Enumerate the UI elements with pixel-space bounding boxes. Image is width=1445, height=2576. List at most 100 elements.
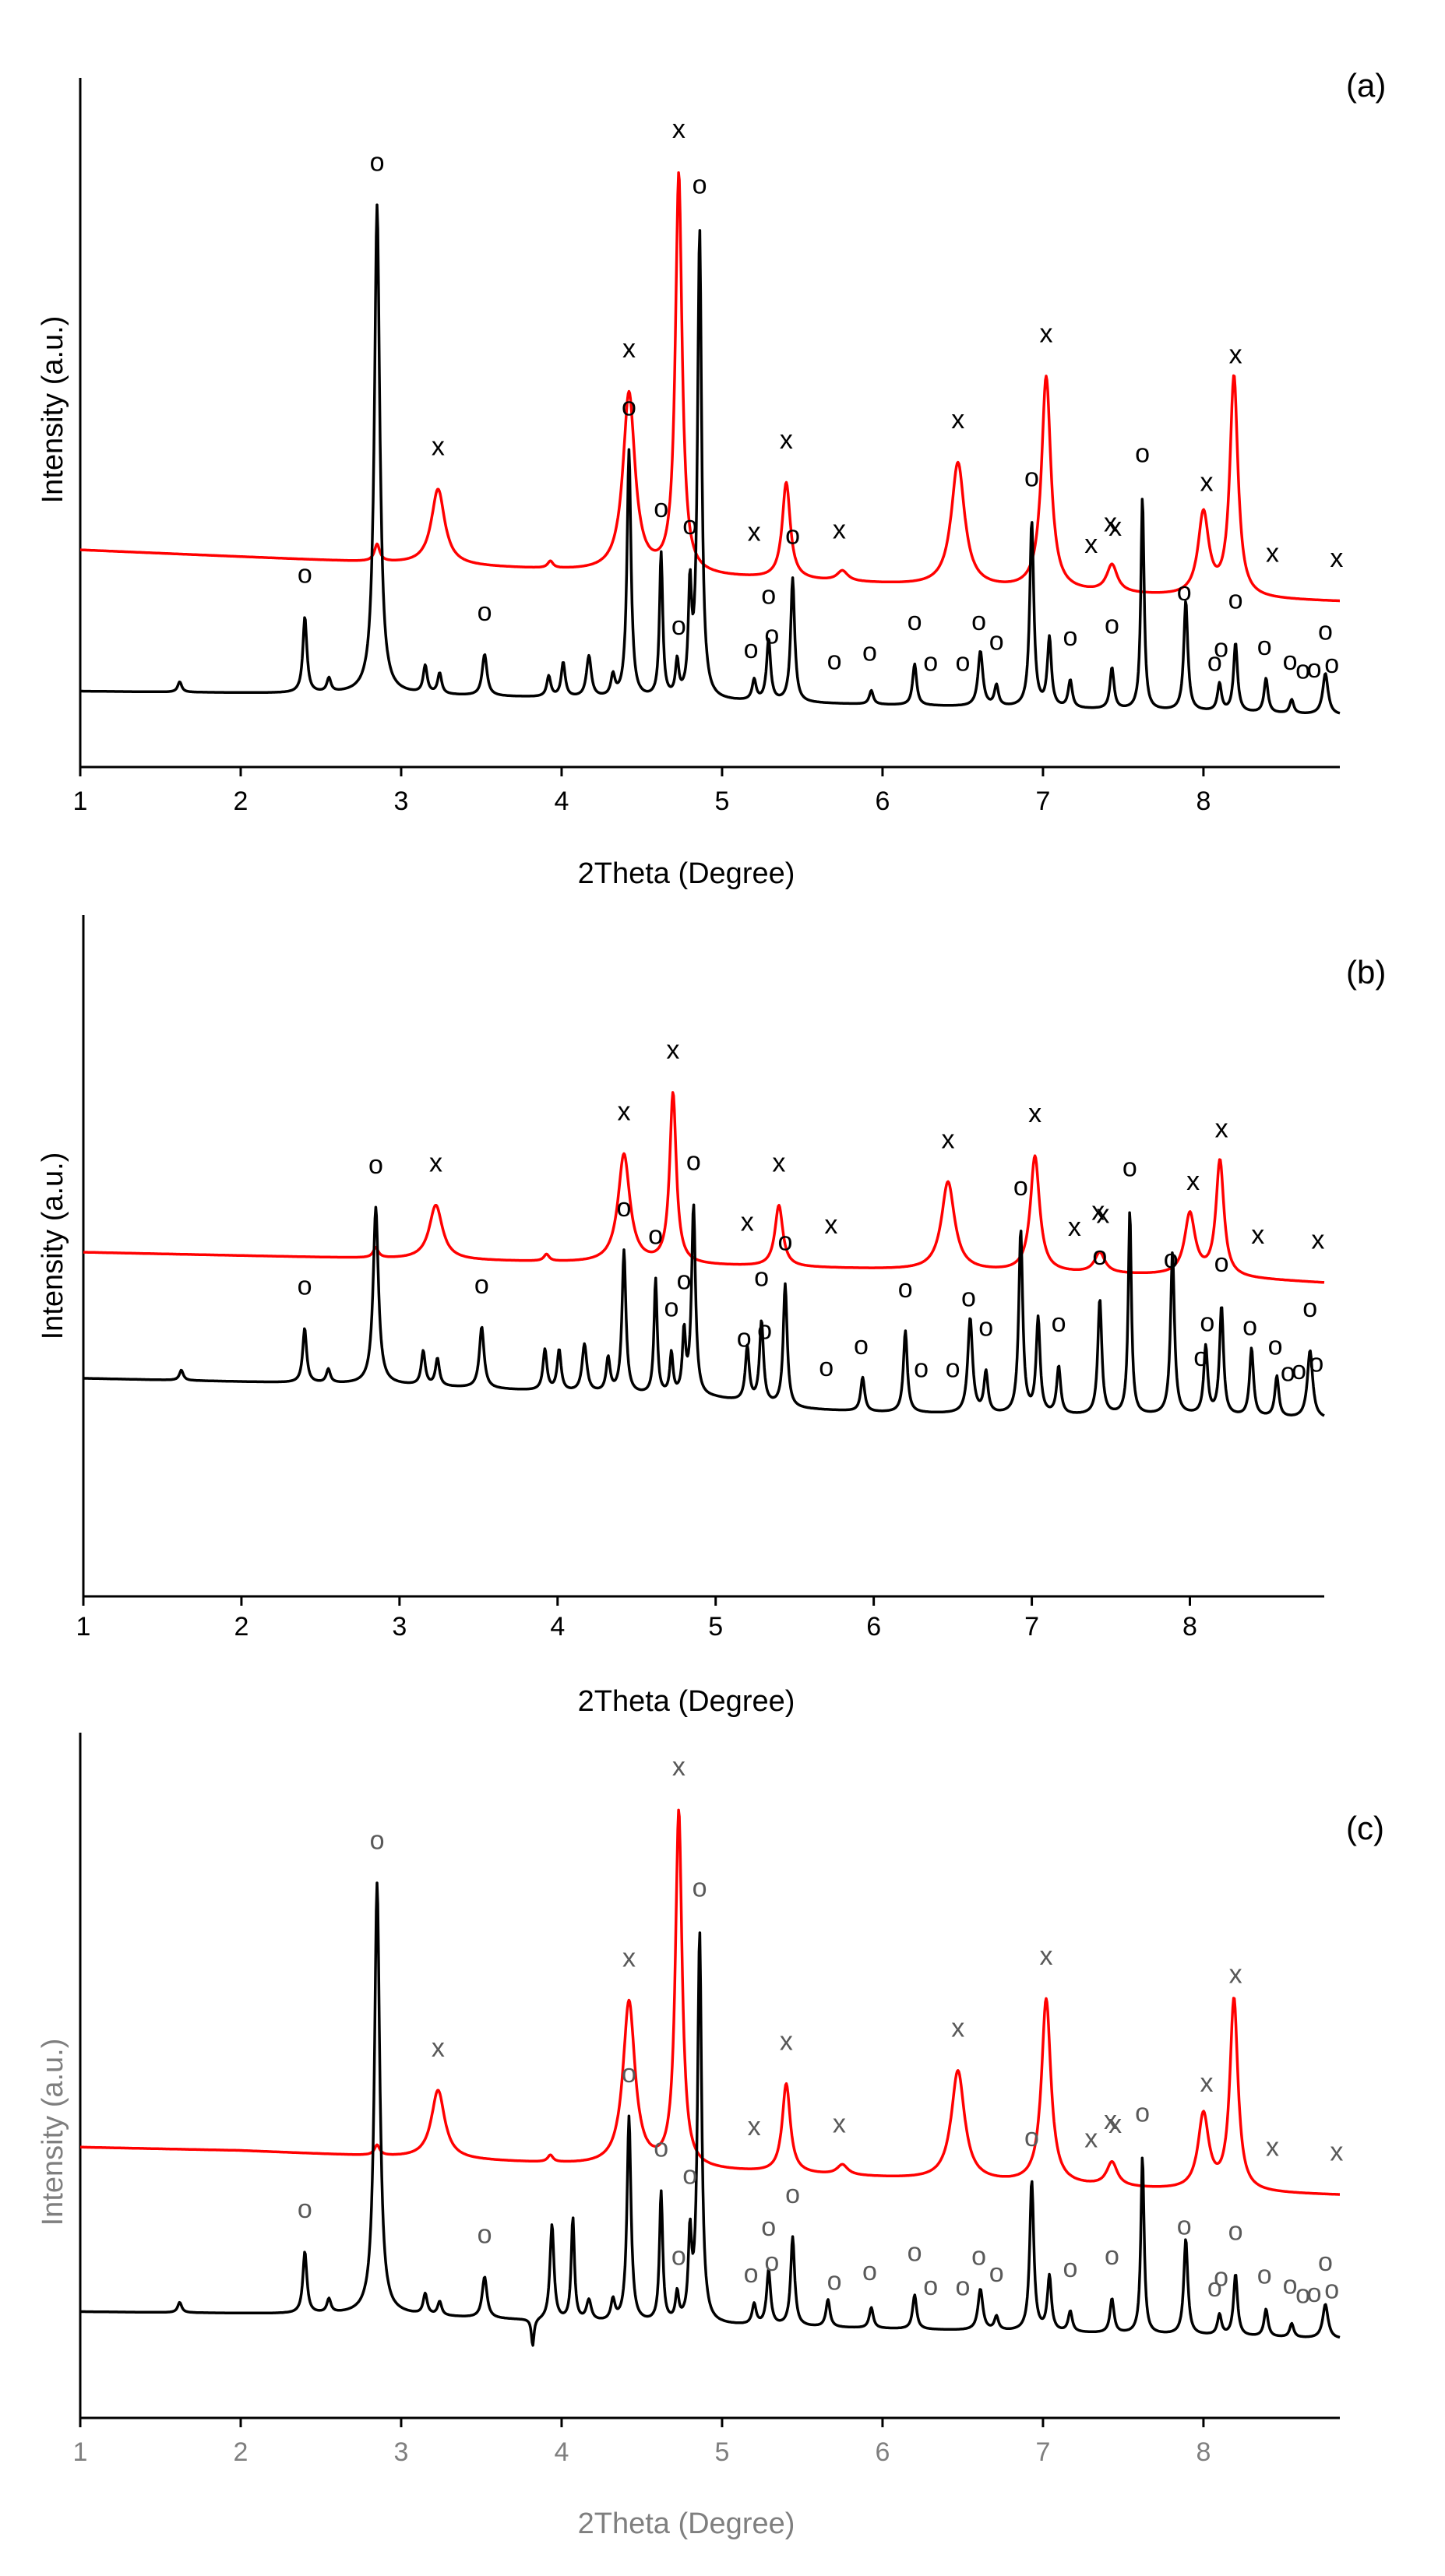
panel-label: (c)	[1346, 1810, 1384, 1846]
x-marker: x	[1084, 2124, 1098, 2154]
x-tick-label: 6	[875, 2437, 890, 2467]
o-marker: o	[1135, 439, 1150, 469]
x-marker: x	[741, 1207, 754, 1237]
o-marker: o	[298, 1271, 312, 1300]
x-marker: x	[824, 1210, 837, 1240]
x-tick-label: 7	[1035, 787, 1050, 816]
o-marker: o	[1283, 646, 1298, 676]
x-marker: x	[1229, 1959, 1242, 1989]
o-marker: o	[971, 2242, 986, 2272]
x-marker: x	[1200, 2068, 1214, 2098]
o-marker: o	[1214, 1248, 1229, 1278]
panel-label: (a)	[1346, 67, 1386, 104]
x-marker: x	[1200, 468, 1214, 498]
x-marker: x	[1096, 1199, 1109, 1229]
x-marker: x	[772, 1149, 785, 1178]
o-marker: o	[1164, 1244, 1179, 1274]
o-marker: o	[1207, 647, 1222, 677]
o-marker: o	[862, 2257, 877, 2286]
o-marker: o	[370, 148, 385, 178]
series-line-red	[83, 1091, 1325, 1284]
x-marker: x	[1068, 1212, 1081, 1242]
x-marker: x	[1330, 2138, 1343, 2167]
x-marker: x	[1266, 2133, 1279, 2163]
o-marker: o	[1324, 649, 1339, 679]
o-marker: o	[1295, 2279, 1310, 2309]
x-tick-label: 1	[73, 787, 88, 816]
x-marker: x	[780, 425, 793, 455]
o-marker: o	[1063, 622, 1077, 652]
o-marker: o	[1214, 2262, 1228, 2292]
x-tick-label: 6	[866, 1612, 881, 1642]
o-marker: o	[1268, 1332, 1283, 1361]
x-marker: x	[951, 405, 964, 435]
x-marker: x	[1311, 1225, 1324, 1255]
x-marker: x	[1040, 319, 1053, 349]
o-marker: o	[1228, 586, 1243, 615]
o-marker: o	[671, 2241, 686, 2271]
x-marker: x	[942, 1124, 955, 1154]
o-marker: o	[764, 2247, 779, 2277]
x-tick-label: 4	[555, 2437, 569, 2467]
x-marker: x	[1104, 509, 1117, 538]
o-marker: o	[744, 635, 759, 664]
panel-label: (b)	[1346, 954, 1386, 991]
o-marker: o	[1024, 2123, 1039, 2152]
series-line-black	[79, 1881, 1341, 2347]
panel-a: (a) Intensity (a.u.) 2Theta (Degree) 1 2 3…	[37, 67, 1386, 890]
o-marker: o	[1135, 2099, 1150, 2128]
x-tick-label: 5	[708, 1612, 723, 1642]
panel-c: (c) Intensity (a.u.) 2Theta (Degree) 1 2 3…	[37, 1733, 1384, 2540]
x-axis-label: 2Theta (Degree)	[578, 857, 795, 890]
o-marker: o	[622, 392, 636, 422]
x-tick-label: 5	[714, 2437, 729, 2467]
o-marker: o	[923, 2272, 938, 2301]
o-marker: o	[854, 1331, 869, 1360]
o-marker: o	[908, 2238, 922, 2268]
series-line-black	[79, 203, 1341, 715]
o-marker: o	[478, 2220, 492, 2250]
o-marker: o	[1052, 1308, 1066, 1338]
o-marker: o	[955, 647, 970, 677]
x-tick-label: 1	[73, 2437, 88, 2467]
x-tick-label: 5	[714, 787, 729, 816]
x-marker: x	[622, 334, 636, 364]
o-marker: o	[1193, 1343, 1208, 1372]
x-marker: x	[672, 1752, 685, 1782]
o-marker: o	[1292, 1356, 1306, 1385]
o-marker: o	[1207, 2273, 1222, 2303]
x-axis-label: 2Theta (Degree)	[578, 2507, 795, 2540]
o-marker: o	[1013, 1172, 1028, 1202]
o-marker: o	[1105, 610, 1119, 639]
o-marker: o	[819, 1353, 834, 1382]
o-marker: o	[971, 607, 986, 636]
o-marker: o	[754, 1263, 769, 1293]
x-tick-label: 7	[1035, 2437, 1050, 2467]
o-marker: o	[757, 1316, 772, 1346]
o-marker: o	[862, 638, 877, 667]
x-marker: x	[1091, 1196, 1105, 1226]
x-tick-label: 4	[555, 787, 569, 816]
o-marker: o	[961, 1283, 976, 1313]
panel-b: (b) Intensity (a.u.) 2Theta (Degree) 1 2 3…	[37, 915, 1386, 1718]
x-tick-label: 3	[392, 1612, 407, 1642]
o-marker: o	[1318, 2247, 1333, 2277]
o-marker: o	[737, 1323, 752, 1353]
x-marker: x	[1330, 544, 1343, 573]
x-axis-label: 2Theta (Degree)	[578, 1685, 795, 1718]
x-marker: x	[1215, 1114, 1228, 1144]
x-tick-label: 8	[1196, 2437, 1211, 2467]
o-marker: o	[778, 1226, 793, 1256]
x-marker: x	[432, 432, 445, 462]
x-tick-label: 3	[394, 2437, 409, 2467]
o-marker: o	[654, 2133, 668, 2163]
x-tick-label: 2	[234, 2437, 248, 2467]
y-axis-label: Intensity (a.u.)	[37, 2039, 69, 2226]
o-marker: o	[654, 494, 668, 523]
x-tick-label: 1	[76, 1612, 91, 1642]
o-marker: o	[1324, 2275, 1339, 2304]
x-marker: x	[1084, 530, 1098, 559]
o-marker: o	[1309, 1348, 1323, 1378]
